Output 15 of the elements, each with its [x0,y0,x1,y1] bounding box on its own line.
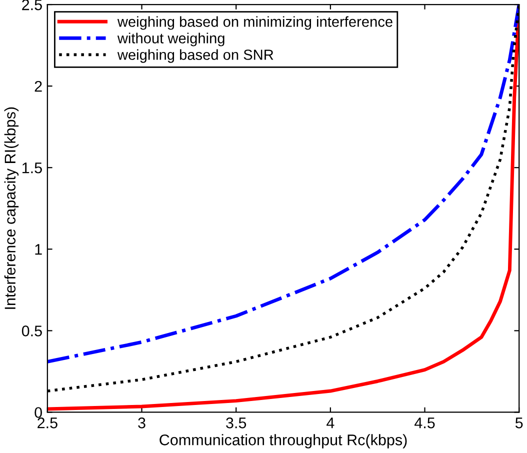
legend-label: weighing based on SNR [117,49,274,63]
legend-label: weighing based on minimizing interference [117,16,392,30]
legend-label: without weighing [117,32,224,46]
y-tick-label: 2 [34,80,42,92]
x-tick-label: 5 [515,418,523,428]
y-tick-label: 0 [34,407,42,418]
y-axis-title: Interference capacity RI(kbps) [4,107,19,309]
x-tick-label: 3.5 [226,417,246,428]
y-tick-label: 0.5 [22,326,42,336]
y-tick-label: 1.5 [22,162,42,174]
x-tick-label: 4 [326,418,334,428]
x-tick-label: 3 [138,417,146,428]
y-tick-label: 1 [35,244,42,255]
x-axis-title: Communication throughput Rc(kbps) [160,434,407,448]
x-tick-label: 4.5 [414,418,435,428]
